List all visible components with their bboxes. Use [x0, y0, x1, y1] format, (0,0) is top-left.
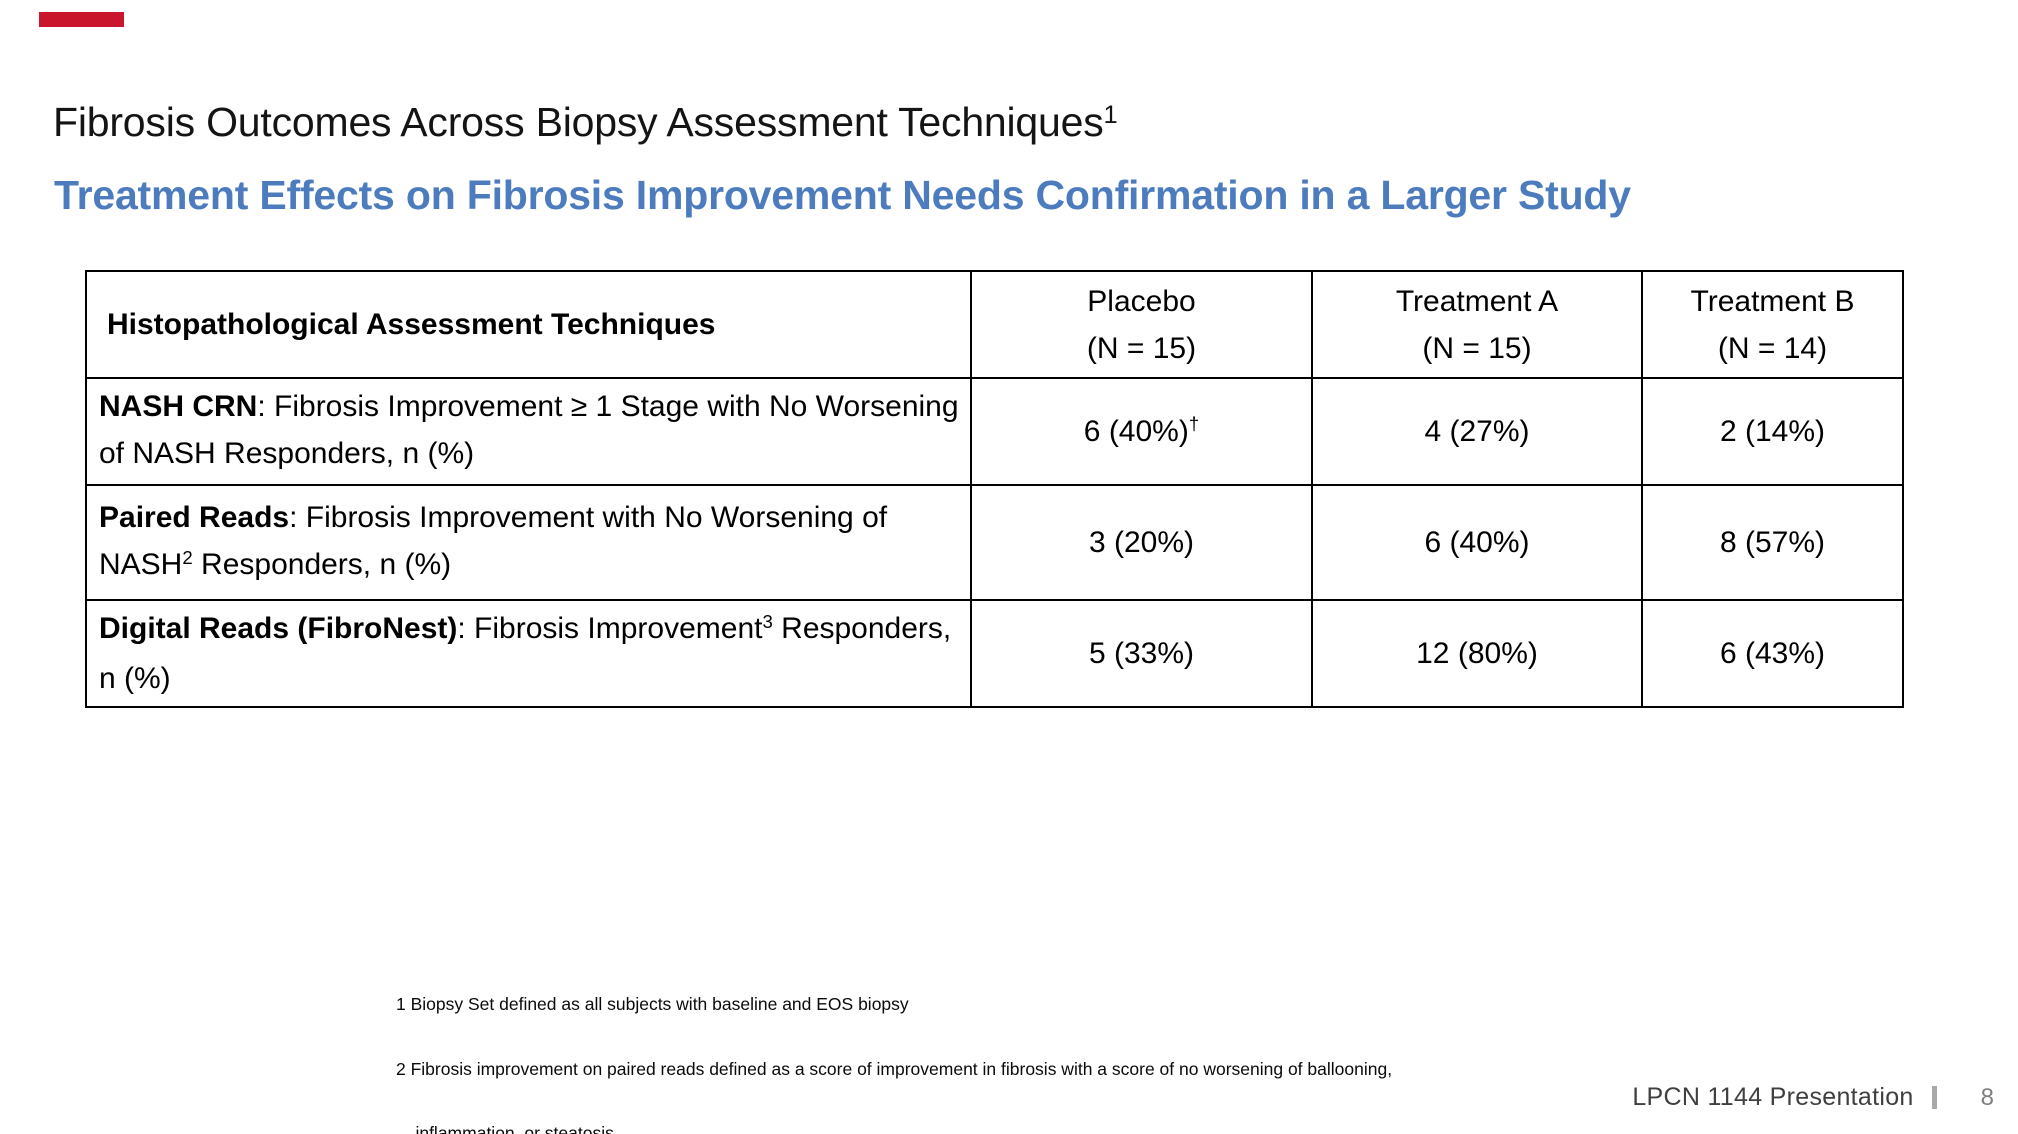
value-cell: 5 (33%) — [970, 599, 1313, 708]
footnote-1: 1 Biopsy Set defined as all subjects wit… — [396, 994, 909, 1014]
slide-title: Fibrosis Outcomes Across Biopsy Assessme… — [53, 99, 1118, 146]
value-text: 6 (40%) — [1083, 414, 1189, 448]
results-table: Histopathological Assessment Techniques … — [85, 270, 1904, 708]
value-cell: 8 (57%) — [1641, 484, 1904, 601]
column-n: (N = 15) — [1086, 331, 1197, 365]
footer-presentation-label: LPCN 1144 Presentation — [1632, 1083, 1914, 1111]
value-text: 2 (14%) — [1719, 414, 1826, 448]
slide-title-text: Fibrosis Outcomes Across Biopsy Assessme… — [53, 99, 1104, 146]
value-text: 6 (43%) — [1719, 636, 1826, 670]
row-label-lead: Paired Reads — [99, 501, 290, 534]
row-label-text: : Fibrosis Improvement — [457, 612, 763, 645]
table-header-treatment-b: Treatment B (N = 14) — [1641, 270, 1904, 379]
footer-divider — [1931, 1086, 1937, 1109]
row-label: NASH CRN: Fibrosis Improvement ≥ 1 Stage… — [85, 377, 972, 486]
table-header-placebo: Placebo (N = 15) — [970, 270, 1313, 379]
value-text: 5 (33%) — [1088, 636, 1195, 670]
value-cell: 6 (40%) — [1311, 484, 1643, 601]
column-n: (N = 14) — [1717, 331, 1828, 365]
value-cell: 4 (27%) — [1311, 377, 1643, 486]
value-text: 6 (40%) — [1424, 525, 1530, 559]
value-text: 8 (57%) — [1719, 525, 1826, 559]
value-cell: 6 (43%) — [1641, 599, 1904, 708]
table-row-paired-reads: Paired Reads: Fibrosis Improvement with … — [85, 484, 1904, 601]
value-cell: 12 (80%) — [1311, 599, 1643, 708]
table-row-digital-reads: Digital Reads (FibroNest): Fibrosis Impr… — [85, 599, 1904, 708]
accent-bar — [39, 12, 124, 27]
row-label-text: : Fibrosis Improvement ≥ 1 Stage with No… — [99, 390, 959, 470]
page-number: 8 — [1980, 1083, 1994, 1111]
row-label: Paired Reads: Fibrosis Improvement with … — [85, 484, 972, 601]
row-label-superscript: 3 — [762, 610, 773, 632]
column-name: Treatment A — [1395, 284, 1559, 318]
footnote-2-continued: inflammation, or steatosis — [396, 1123, 614, 1134]
row-label-superscript: 2 — [182, 546, 193, 568]
row-label-text-end: Responders, n (%) — [99, 612, 952, 695]
table-row-nash-crn: NASH CRN: Fibrosis Improvement ≥ 1 Stage… — [85, 377, 1904, 486]
slide-footer: LPCN 1144 Presentation 8 — [1632, 1083, 1994, 1112]
value-cell: 6 (40%)† — [970, 377, 1313, 486]
row-label: Digital Reads (FibroNest): Fibrosis Impr… — [85, 599, 972, 708]
footnote-2: 2 Fibrosis improvement on paired reads d… — [396, 1058, 1393, 1079]
column-name: Placebo — [1087, 284, 1196, 318]
row-label-lead: NASH CRN — [99, 390, 258, 423]
slide-subtitle: Treatment Effects on Fibrosis Improvemen… — [54, 172, 1631, 219]
footnotes: 1 Biopsy Set defined as all subjects wit… — [396, 951, 1397, 1134]
row-label-text-end: Responders, n (%) — [192, 548, 452, 581]
table-header-treatment-a: Treatment A (N = 15) — [1311, 270, 1643, 379]
table-header-row: Histopathological Assessment Techniques … — [85, 270, 1904, 379]
row-label-lead: Digital Reads (FibroNest) — [99, 612, 458, 645]
table-header-techniques: Histopathological Assessment Techniques — [85, 270, 972, 379]
slide-title-superscript: 1 — [1103, 100, 1118, 129]
value-cell: 2 (14%) — [1641, 377, 1904, 486]
column-n: (N = 15) — [1422, 331, 1532, 365]
value-text: 12 (80%) — [1416, 636, 1538, 670]
value-cell: 3 (20%) — [970, 484, 1313, 601]
value-text: 3 (20%) — [1088, 525, 1195, 559]
column-name: Treatment B — [1690, 284, 1855, 318]
value-superscript: † — [1188, 413, 1200, 435]
row-label-text: : Fibrosis Improvement with No Worsening… — [99, 501, 888, 581]
value-text: 4 (27%) — [1424, 414, 1530, 448]
